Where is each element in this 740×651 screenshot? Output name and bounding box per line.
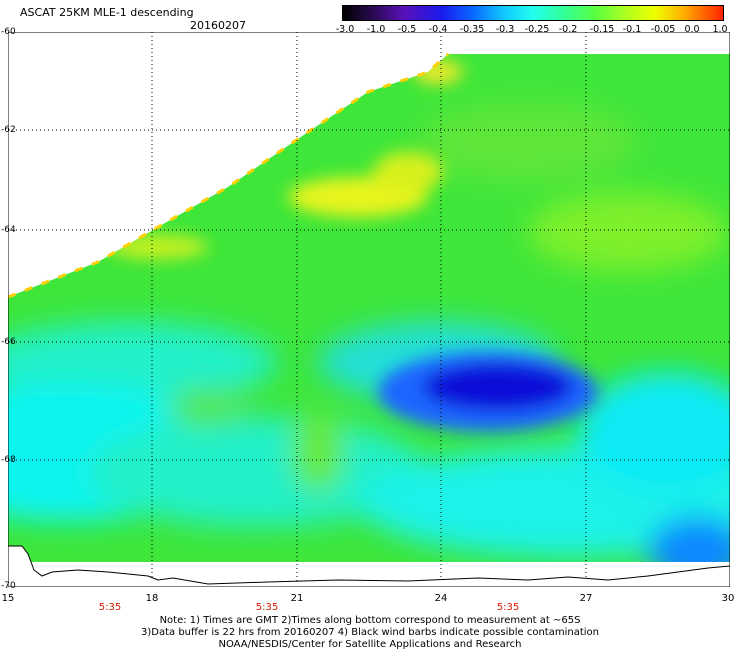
colorbar-label: -0.1	[622, 24, 642, 35]
map-title: ASCAT 25KM MLE-1 descending	[20, 6, 194, 19]
map-date: 20160207	[190, 19, 246, 32]
green-patch	[418, 102, 638, 182]
cyan-field	[578, 372, 730, 492]
green-patch	[293, 412, 343, 492]
antarctic-coastline	[8, 545, 730, 587]
latitude-label: -68	[1, 455, 16, 465]
green-patch	[168, 389, 248, 425]
longitude-label: 30	[721, 593, 735, 604]
footer-note: Note: 1) Times are GMT 2)Times along bot…	[159, 615, 581, 626]
blue-corner	[648, 517, 730, 562]
colorbar-label: -0.2	[558, 24, 578, 35]
blue-anomaly-core	[423, 363, 573, 411]
colorbar-label: 1.0	[712, 24, 728, 35]
colorbar	[342, 5, 724, 21]
latitude-label: -70	[1, 581, 16, 591]
colorbar-label: -0.35	[459, 24, 485, 35]
yellow-patch	[108, 235, 208, 259]
latitude-label: -66	[1, 337, 16, 347]
longitude-label: 15	[1, 593, 15, 604]
graticule	[8, 32, 730, 587]
colorbar-label: -0.4	[428, 24, 448, 35]
cyan-field	[88, 417, 428, 527]
yellow-patch	[373, 152, 443, 192]
colorbar-label: -0.05	[650, 24, 676, 35]
time-label: 5:35	[496, 602, 520, 613]
footer-note: 3)Data buffer is 22 hrs from 20160207 4)…	[141, 627, 599, 638]
colorbar-label: 0.0	[684, 24, 700, 35]
colorbar-label: -3.0	[335, 24, 355, 35]
colorbar-label: -0.5	[397, 24, 417, 35]
longitude-label: 18	[145, 593, 159, 604]
latitude-label: -64	[1, 225, 16, 235]
time-label: 5:35	[98, 602, 122, 613]
latitude-label: -60	[1, 27, 16, 37]
longitude-label: 27	[579, 593, 593, 604]
green-patch	[528, 192, 728, 272]
longitude-label: 21	[290, 593, 304, 604]
colorbar-label: -0.25	[524, 24, 550, 35]
longitude-label: 24	[434, 593, 448, 604]
latitude-label: -62	[1, 125, 16, 135]
scatterometer-map	[8, 32, 730, 587]
colorbar-label: -1.0	[366, 24, 386, 35]
colorbar-label: -0.15	[589, 24, 615, 35]
colorbar-label: -0.3	[495, 24, 515, 35]
footer-credit: NOAA/NESDIS/Center for Satellite Applica…	[218, 639, 522, 650]
time-label: 5:35	[255, 602, 279, 613]
swath-edge	[8, 52, 450, 299]
